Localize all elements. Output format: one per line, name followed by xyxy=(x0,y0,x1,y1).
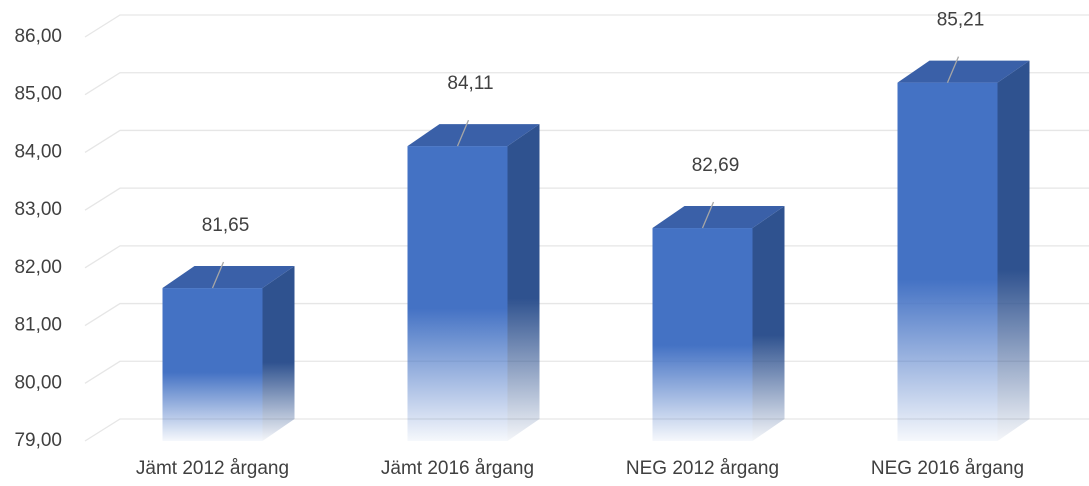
grid-line xyxy=(84,129,1089,153)
bar-side xyxy=(997,60,1030,441)
bar xyxy=(897,60,1030,441)
bar-side xyxy=(507,124,540,441)
y-tick-label: 84,00 xyxy=(14,141,62,162)
x-tick-label: Jämt 2012 årgang xyxy=(136,458,289,479)
bar-front xyxy=(652,228,753,441)
bar-top xyxy=(407,124,540,147)
grid-line xyxy=(84,14,1089,38)
bar-top xyxy=(897,60,1030,83)
y-tick-label: 80,00 xyxy=(14,372,62,393)
leader-line xyxy=(946,56,960,83)
y-tick-label: 81,00 xyxy=(14,315,62,336)
y-tick-label: 82,00 xyxy=(14,257,62,278)
grid-line xyxy=(84,72,1089,96)
bar-front xyxy=(407,146,508,441)
x-tick-label: NEG 2016 årgang xyxy=(871,458,1024,479)
bar-side xyxy=(262,266,295,441)
grid-line xyxy=(84,187,1089,211)
bar-top xyxy=(162,266,295,289)
leader-line xyxy=(701,201,715,229)
data-label: 81,65 xyxy=(202,215,250,236)
y-tick-label: 83,00 xyxy=(14,199,62,220)
y-tick-label: 79,00 xyxy=(14,430,62,451)
bar-front xyxy=(897,82,998,441)
leader-line xyxy=(211,261,225,289)
bar-front xyxy=(162,288,263,441)
bar xyxy=(652,206,785,441)
leader-line xyxy=(456,119,470,147)
x-tick-label: Jämt 2016 årgang xyxy=(381,458,534,479)
x-tick-label: NEG 2012 årgang xyxy=(626,458,779,479)
bar xyxy=(162,266,295,441)
bar xyxy=(407,124,540,441)
bar-top xyxy=(652,206,785,229)
data-label: 82,69 xyxy=(692,155,740,176)
y-tick-label: 85,00 xyxy=(14,84,62,105)
data-label: 85,21 xyxy=(937,10,985,31)
bar-side xyxy=(752,206,785,441)
y-tick-label: 86,00 xyxy=(14,26,62,47)
data-label: 84,11 xyxy=(447,73,493,94)
